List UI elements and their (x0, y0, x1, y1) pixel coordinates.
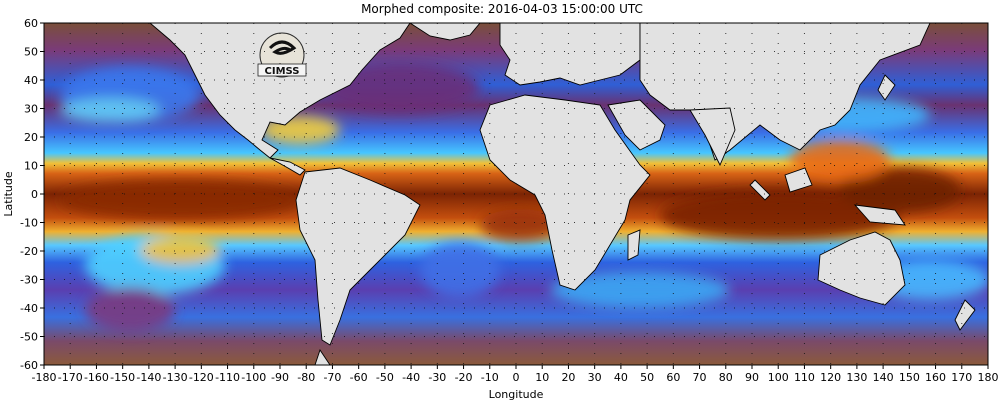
moisture-plume (320, 63, 480, 113)
longitude-tick-label: -20 (455, 371, 473, 384)
moisture-plume (660, 190, 900, 240)
moisture-plume (60, 98, 160, 122)
longitude-tick-label: -100 (241, 371, 266, 384)
latitude-tick-label: 60 (24, 17, 38, 30)
longitude-tick-label: 60 (666, 371, 680, 384)
longitude-tick-label: 100 (768, 371, 789, 384)
longitude-tick-label: 160 (925, 371, 946, 384)
land-india (689, 107, 736, 167)
latitude-tick-label: -40 (20, 302, 38, 315)
moisture-plume (480, 209, 560, 241)
longitude-tick-label: 30 (588, 371, 602, 384)
lon-ticks: -180 -170 -160 -150 -140 -130 -120 -110 -100 -90-… (32, 365, 999, 384)
latitude-tick-label: 30 (24, 103, 38, 116)
longitude-tick-label: 110 (794, 371, 815, 384)
longitude-tick-label: 130 (846, 371, 867, 384)
longitude-tick-label: -120 (189, 371, 214, 384)
plot-area (44, 23, 988, 365)
longitude-tick-label: -180 (32, 371, 57, 384)
longitude-tick-label: -130 (163, 371, 188, 384)
longitude-tick-label: -50 (376, 371, 394, 384)
land-greenland (409, 23, 481, 41)
moisture-plume (140, 236, 220, 264)
longitude-tick-label: -80 (297, 371, 315, 384)
latitude-tick-label: 0 (31, 188, 38, 201)
longitude-tick-label: -110 (215, 371, 240, 384)
latitude-tick-label: 20 (24, 131, 38, 144)
land-africa (479, 94, 651, 291)
moisture-plume (60, 180, 300, 220)
longitude-tick-label: -60 (350, 371, 368, 384)
longitude-tick-label: 140 (873, 371, 894, 384)
moisture-plume (790, 140, 890, 180)
cimss-logo: CIMSS (257, 32, 307, 78)
latitude-tick-label: 10 (24, 160, 38, 173)
latitude-tick-label: 50 (24, 46, 38, 59)
latitude-tick-label: 40 (24, 74, 38, 87)
land-australia (817, 231, 906, 306)
moisture-plume (85, 288, 175, 332)
longitude-tick-label: 150 (899, 371, 920, 384)
moisture-plume (840, 168, 960, 212)
longitude-tick-label: 40 (614, 371, 628, 384)
logo-text: CIMSS (265, 66, 300, 77)
land-arabia (607, 99, 666, 151)
moisture-plume (550, 272, 730, 308)
longitude-tick-label: -90 (271, 371, 289, 384)
latitude-tick-label: -30 (20, 274, 38, 287)
logo-text-band (257, 63, 307, 77)
land-new-guinea (853, 204, 906, 226)
longitude-tick-label: 180 (978, 371, 999, 384)
land-north-america (149, 23, 411, 159)
land-europe (499, 23, 641, 86)
logo-storm-swirl (268, 40, 297, 55)
longitude-tick-label: -170 (58, 371, 83, 384)
latitude-tick-label: -50 (20, 331, 38, 344)
y-axis-title: Latitude (2, 171, 15, 217)
moisture-plume (420, 242, 500, 298)
land-central-america (269, 157, 306, 176)
longitude-tick-label: 90 (745, 371, 759, 384)
land-borneo (784, 167, 813, 193)
longitude-tick-label: 80 (719, 371, 733, 384)
longitude-tick-label: 50 (640, 371, 654, 384)
land-new-zealand (954, 299, 976, 331)
lat-ticks: 60 50 40 30 20 10 0 -10 -20 -30 -40 -50 -60 (20, 17, 44, 372)
x-axis-title: Longitude (489, 388, 544, 401)
land-japan (877, 74, 896, 101)
land-madagascar (627, 229, 641, 261)
longitude-tick-label: -140 (136, 371, 161, 384)
longitude-tick-label: -10 (481, 371, 499, 384)
longitude-tick-label: -30 (428, 371, 446, 384)
longitude-tick-label: -70 (323, 371, 341, 384)
longitude-tick-label: 20 (561, 371, 575, 384)
latitude-tick-label: -10 (20, 217, 38, 230)
longitude-tick-label: 120 (820, 371, 841, 384)
longitude-tick-label: -40 (402, 371, 420, 384)
land-masses (149, 23, 976, 365)
longitude-tick-label: 0 (513, 371, 520, 384)
latitude-tick-label: -60 (20, 359, 38, 372)
land-antarctic-peninsula (314, 348, 331, 365)
longitude-tick-label: 70 (693, 371, 707, 384)
gridlines (44, 23, 988, 365)
moisture-features (60, 63, 988, 332)
longitude-tick-label: -160 (84, 371, 109, 384)
land-south-america (295, 167, 421, 346)
map-title: Morphed composite: 2016-04-03 15:00:00 U… (361, 2, 643, 16)
longitude-tick-label: -150 (110, 371, 135, 384)
longitude-tick-label: 10 (535, 371, 549, 384)
longitude-tick-label: 170 (951, 371, 972, 384)
latitude-tick-label: -20 (20, 245, 38, 258)
